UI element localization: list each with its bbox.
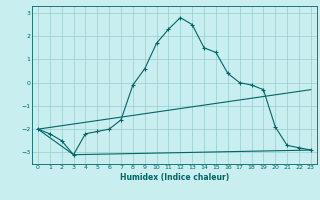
- X-axis label: Humidex (Indice chaleur): Humidex (Indice chaleur): [120, 173, 229, 182]
